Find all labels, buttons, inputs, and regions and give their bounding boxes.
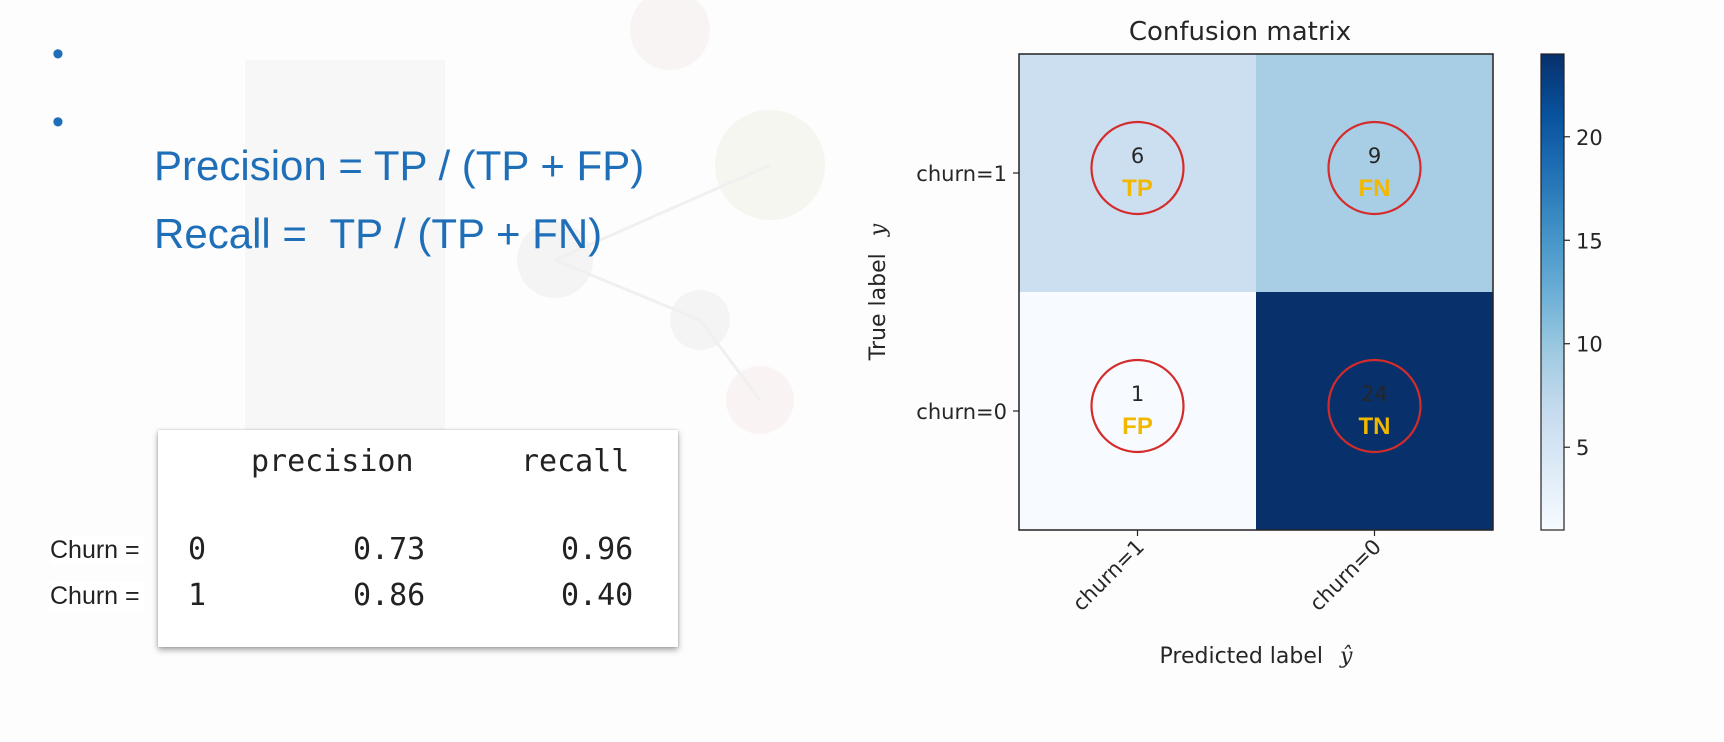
row-0-prefix: Churn = (50, 536, 144, 565)
row-1-recall: 0.40 (561, 578, 634, 613)
precision-header: precision (251, 444, 414, 479)
y-tick-label: churn=1 (916, 162, 1007, 186)
row-1-class: 1 (188, 578, 207, 613)
svg-text:True label y: True label y (866, 223, 891, 361)
x-axis-title: Predicted label ŷ (1160, 644, 1353, 669)
y-tick-labels: churn=1 churn=0 (916, 162, 1019, 424)
cell-value: 9 (1368, 144, 1381, 168)
colorbar: 5 10 15 20 (1540, 53, 1603, 531)
highlight-circle (1327, 120, 1422, 216)
y-tick-label: churn=0 (916, 400, 1007, 424)
x-axis-symbol: ŷ (1339, 644, 1353, 669)
formula-list: • Precision = TP / (TP + FP) • Recall = … (52, 26, 644, 257)
recall-formula: Recall = TP / (TP + FN) (154, 210, 603, 257)
row-0-class: 0 (188, 532, 207, 567)
cell-tag: TP (1122, 175, 1153, 202)
cell-tag: FP (1122, 413, 1153, 440)
precision-formula: Precision = TP / (TP + FP) (154, 142, 645, 189)
cell-value: 1 (1131, 382, 1144, 406)
row-0-recall: 0.96 (561, 532, 634, 567)
classification-report: precision recall 0 0.73 0.96 1 0.86 0.40 (158, 430, 678, 647)
colorbar-tick-label: 10 (1576, 333, 1603, 357)
matrix-cell (1019, 292, 1256, 530)
plot-frame (1018, 53, 1494, 531)
recall-header: recall (521, 444, 630, 479)
x-axis-label: Predicted label (1160, 644, 1323, 669)
bullet-icon: • (52, 103, 64, 141)
chart-title: Confusion matrix (1129, 17, 1351, 47)
precision-formula-item: • Precision = TP / (TP + FP) (52, 26, 644, 189)
cell-value: 6 (1131, 144, 1144, 168)
x-tick-labels: churn=1 churn=0 (1068, 530, 1386, 616)
matrix-cell (1256, 292, 1493, 530)
y-axis-symbol: y (866, 223, 891, 237)
colorbar-tick-label: 5 (1576, 436, 1589, 460)
x-tick-label: churn=0 (1305, 535, 1386, 616)
row-0-precision: 0.73 (353, 532, 426, 567)
matrix-cell (1019, 54, 1256, 292)
colorbar-tick-label: 15 (1576, 229, 1603, 253)
highlight-circle (1327, 358, 1422, 454)
colorbar-gradient (1540, 53, 1565, 531)
cell-tag: FN (1359, 175, 1391, 202)
recall-formula-item: • Recall = TP / (TP + FN) (52, 94, 644, 257)
row-1-prefix: Churn = (50, 582, 144, 611)
colorbar-tick-label: 20 (1576, 126, 1603, 150)
highlight-circle (1090, 120, 1185, 216)
cell-value: 24 (1361, 382, 1388, 406)
cell-tag: TN (1359, 413, 1391, 440)
x-tick-label: churn=1 (1068, 535, 1149, 616)
highlight-circle (1090, 358, 1185, 454)
y-axis-label: True label (866, 253, 891, 361)
row-1-precision: 0.86 (353, 578, 426, 613)
matrix-cells: 6 TP 9 FN 1 FP 24 TN (1019, 54, 1493, 530)
bullet-icon: • (52, 35, 64, 73)
y-axis-title: True label y (866, 223, 891, 361)
matrix-cell (1256, 54, 1493, 292)
